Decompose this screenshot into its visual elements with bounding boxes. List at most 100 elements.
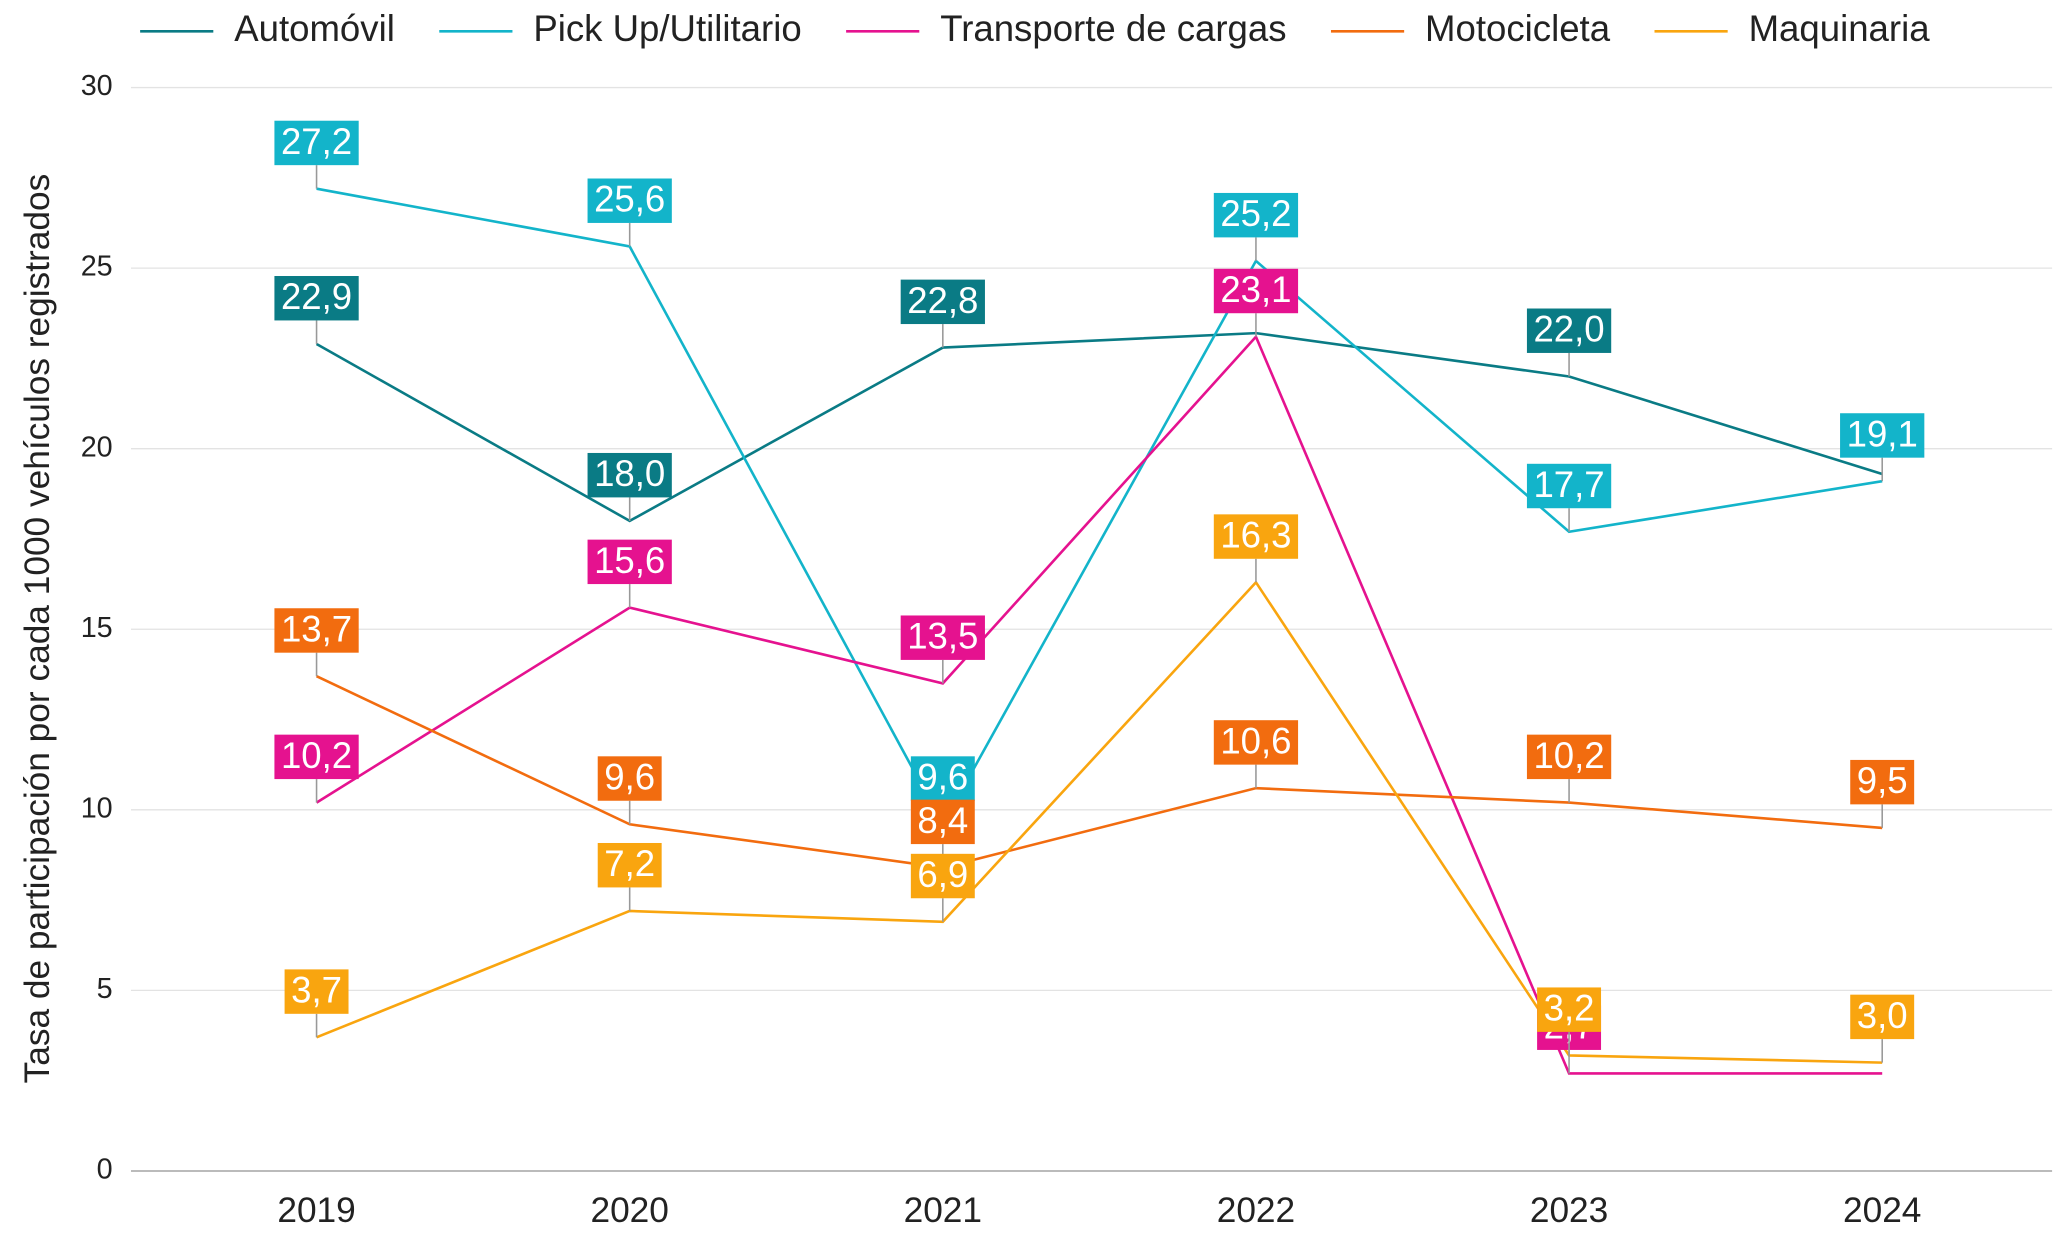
- series-line: [316, 580, 1883, 1064]
- label-box: [274, 608, 359, 653]
- legend-label: Pick Up/Utilitario: [533, 8, 801, 49]
- data-label-text: 22,9: [281, 276, 352, 317]
- data-label-text: 3,0: [1857, 995, 1908, 1036]
- label-box: [910, 853, 975, 899]
- legend-label: Maquinaria: [1749, 8, 1931, 49]
- data-label-text: 17,7: [1533, 464, 1604, 505]
- data-label: 10,2: [1526, 734, 1612, 803]
- data-label-text: 22,8: [907, 280, 978, 321]
- data-label-text: 9,6: [917, 757, 968, 798]
- data-label-text: 15,6: [594, 540, 665, 581]
- data-label-text: 27,2: [281, 121, 352, 162]
- data-label-text: 25,6: [594, 179, 665, 220]
- series-line: [316, 187, 1883, 827]
- y-tick-label: 25: [81, 251, 113, 283]
- x-tick-label: 2022: [1217, 1191, 1295, 1230]
- series-line: [315, 334, 1883, 1075]
- y-tick-label: 15: [81, 612, 113, 644]
- y-tick-label: 5: [97, 973, 113, 1005]
- x-tick-label: 2020: [590, 1191, 668, 1230]
- label-box: [1850, 994, 1915, 1040]
- data-label: 13,5: [900, 615, 985, 684]
- x-tick-label: 2019: [277, 1191, 355, 1230]
- data-label-text: 19,1: [1847, 413, 1918, 454]
- data-label: 22,8: [900, 279, 985, 348]
- data-label: 19,1: [1840, 413, 1925, 482]
- data-label-text: 25,2: [1220, 193, 1291, 234]
- data-label: 23,1: [1213, 268, 1299, 337]
- y-tick-label: 10: [81, 792, 113, 824]
- data-label: 3,0: [1850, 994, 1915, 1063]
- data-label: 10,2: [274, 734, 359, 803]
- y-tick-label: 20: [81, 431, 113, 463]
- label-box: [1840, 413, 1925, 458]
- data-label-text: 18,0: [594, 453, 665, 494]
- legend-label: Automóvil: [234, 8, 395, 49]
- series-line: [315, 675, 1883, 869]
- x-tick-label: 2021: [904, 1191, 982, 1230]
- label-box: [1213, 192, 1299, 238]
- label-box: [1213, 720, 1299, 765]
- y-axis-title: Tasa de participación por cada 1000 vehí…: [18, 174, 57, 1084]
- data-label-text: 9,6: [604, 757, 655, 798]
- data-label: 9,5: [1850, 759, 1915, 828]
- data-label: 25,6: [587, 178, 672, 247]
- data-label-text: 3,7: [291, 970, 342, 1011]
- label-box: [1537, 987, 1602, 1032]
- x-tick-label: 2024: [1843, 1191, 1921, 1230]
- data-label: 16,3: [1213, 514, 1299, 583]
- label-box: [900, 615, 985, 660]
- data-label: 22,9: [274, 276, 359, 344]
- data-label-text: 10,6: [1220, 720, 1291, 761]
- label-box: [597, 756, 662, 801]
- series-line: [315, 331, 1883, 523]
- label-box: [274, 276, 359, 321]
- data-label: 3,2: [1537, 987, 1602, 1056]
- data-label-text: 23,1: [1220, 269, 1291, 310]
- label-box: [284, 969, 349, 1014]
- label-box: [274, 734, 359, 780]
- data-label-text: 13,5: [907, 616, 978, 657]
- label-box: [1526, 463, 1612, 509]
- x-tick-label: 2023: [1530, 1191, 1608, 1230]
- label-box: [587, 178, 672, 223]
- label-box: [910, 756, 975, 801]
- data-label-text: 13,7: [281, 608, 352, 649]
- data-label-text: 8,4: [917, 800, 968, 841]
- data-label-text: 10,2: [281, 735, 352, 776]
- data-label-text: 10,2: [1533, 735, 1604, 776]
- y-tick-label: 0: [97, 1154, 113, 1186]
- data-label-text: 22,0: [1533, 309, 1604, 350]
- data-label: 13,7: [274, 608, 359, 677]
- data-label: 3,7: [284, 969, 349, 1038]
- label-box: [587, 539, 672, 585]
- label-box: [1850, 759, 1915, 805]
- data-label: 6,9: [910, 853, 975, 922]
- label-box: [587, 452, 672, 498]
- label-box: [900, 279, 985, 325]
- data-label-text: 3,2: [1544, 988, 1595, 1029]
- data-label: 8,4: [910, 799, 975, 868]
- legend-label: Motocicleta: [1425, 8, 1611, 49]
- label-box: [597, 842, 662, 888]
- label-box: [1526, 734, 1612, 780]
- data-label: 25,2: [1213, 192, 1299, 261]
- data-label-text: 9,5: [1857, 760, 1908, 801]
- data-label: 27,2: [274, 120, 359, 189]
- data-label: 18,0: [587, 452, 672, 521]
- label-box: [910, 799, 975, 845]
- label-box: [1526, 308, 1612, 353]
- data-label-text: 7,2: [604, 843, 655, 884]
- legend-label: Transporte de cargas: [940, 8, 1286, 49]
- data-label: 22,0: [1526, 308, 1612, 377]
- data-label: 15,6: [587, 539, 672, 608]
- label-box: [274, 120, 359, 166]
- data-label: 9,6: [597, 756, 662, 825]
- data-label: 17,7: [1526, 463, 1612, 532]
- label-box: [1213, 514, 1299, 559]
- data-label-text: 16,3: [1220, 515, 1291, 556]
- label-box: [1213, 268, 1299, 314]
- y-tick-label: 30: [81, 70, 113, 102]
